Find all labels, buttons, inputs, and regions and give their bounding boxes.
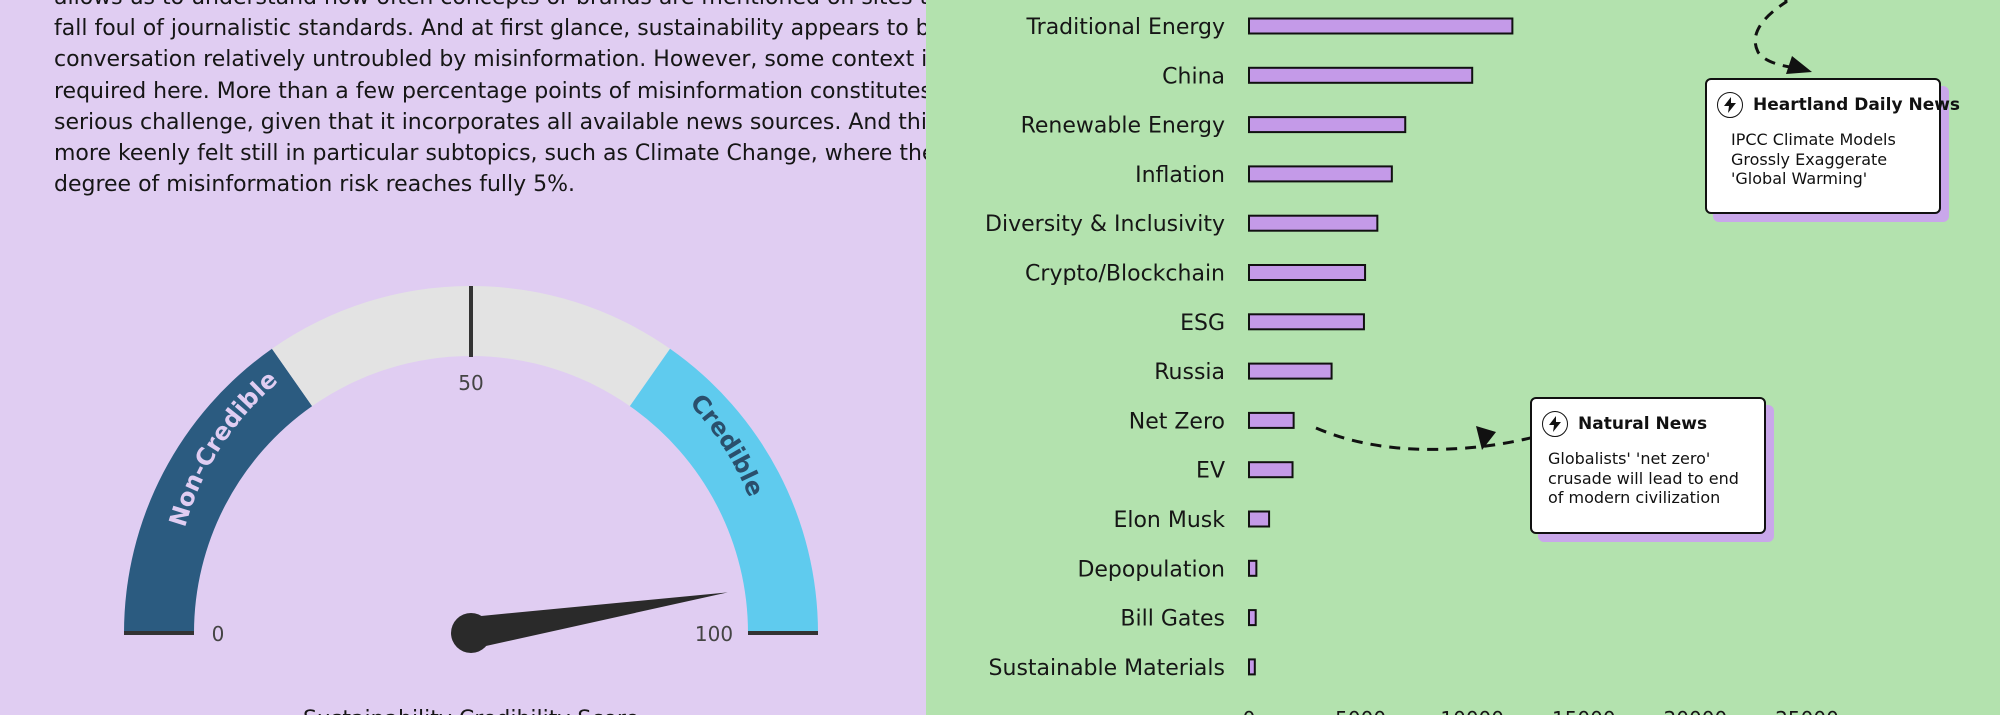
- bar: [1248, 362, 1333, 380]
- callout-natural-news: Natural News Globalists' 'net zero' crus…: [1530, 397, 1766, 534]
- bar-layer: Traditional Energy China Renewable Energy I…: [985, 15, 1839, 715]
- bar-category-label: Inflation: [1135, 163, 1225, 188]
- x-tick-label: 10000: [1440, 707, 1504, 715]
- gauge-mid-label: 50: [458, 371, 483, 395]
- bar: [1248, 214, 1379, 232]
- gauge-needle-hub: [451, 613, 491, 653]
- intro-line: degree of misinformation risk reaches fu…: [54, 172, 576, 198]
- bar: [1248, 264, 1367, 281]
- bar: [1248, 165, 1393, 183]
- bar-category-label: ESG: [1180, 311, 1225, 336]
- bar-category-label: China: [1162, 64, 1225, 89]
- bar: [1248, 658, 1256, 676]
- bar-category-label: Sustainable Materials: [989, 656, 1225, 681]
- callout-headline: Globalists' 'net zero' crusade will lead…: [1548, 449, 1739, 507]
- callout-arrows: [1315, 0, 1812, 451]
- x-tick-label: 20000: [1664, 707, 1728, 715]
- topic-bar-chart: Traditional Energy China Renewable Energy I…: [985, 0, 1839, 715]
- bar: [1248, 510, 1271, 528]
- intro-line: required here. More than a few percentag…: [54, 78, 926, 104]
- bar: [1248, 313, 1365, 331]
- intro-line: more keenly felt still in particular sub…: [54, 141, 926, 167]
- intro-paragraph: allows us to understand how often concep…: [54, 0, 926, 200]
- bar-category-label: Bill Gates: [1120, 607, 1225, 632]
- x-tick-label: 5000: [1335, 707, 1386, 715]
- bar: [1248, 116, 1407, 134]
- callout-source: Heartland Daily News: [1753, 95, 1961, 115]
- bar-category-label: Net Zero: [1129, 409, 1225, 434]
- gauge-title: Sustainability Credibility Score: [303, 707, 639, 715]
- gauge-band-high: [629, 348, 818, 633]
- intro-line: allows us to understand how often concep…: [54, 0, 926, 13]
- lightning-bolt-icon: [1542, 411, 1568, 437]
- callout-header: Heartland Daily News: [1717, 92, 1960, 118]
- bar-category-label: Diversity & Inclusivity: [985, 212, 1225, 237]
- callout-heartland: Heartland Daily News IPCC Climate Models…: [1705, 78, 1960, 214]
- intro-line: conversation relatively untroubled by mi…: [54, 47, 926, 73]
- callout-headline: IPCC Climate Models Grossly Exaggerate '…: [1731, 130, 1896, 188]
- credibility-gauge: Non-Credible Credible 50 0 100 Sustainab…: [124, 285, 818, 715]
- bar: [1248, 411, 1295, 429]
- x-tick-label: 0: [1243, 707, 1256, 715]
- bar: [1248, 461, 1294, 479]
- intro-line: serious challenge, given that it incorpo…: [54, 109, 926, 135]
- callout-header: Natural News: [1542, 411, 1754, 437]
- bar: [1248, 66, 1474, 84]
- bar-category-label: Renewable Energy: [1021, 114, 1225, 139]
- bar-category-label: Russia: [1154, 360, 1225, 385]
- lightning-bolt-icon: [1717, 92, 1743, 118]
- arrow-head-heartland: [1786, 56, 1812, 74]
- arrow-netzero: [1315, 426, 1539, 451]
- bar-category-label: Traditional Energy: [1025, 15, 1225, 40]
- bar: [1248, 17, 1514, 35]
- arrow-heartland: [1753, 0, 1797, 70]
- gauge-min-label: 0: [212, 622, 225, 646]
- left-panel: allows us to understand how often concep…: [0, 0, 926, 715]
- bar-category-label: Depopulation: [1077, 557, 1225, 582]
- x-tick-label: 15000: [1552, 707, 1616, 715]
- gauge-max-label: 100: [695, 622, 733, 646]
- x-tick-label: 25000: [1775, 707, 1839, 715]
- arrow-head-netzero: [1476, 426, 1496, 450]
- gauge-needle: [468, 592, 728, 649]
- bar-category-label: EV: [1196, 459, 1225, 484]
- callout-source: Natural News: [1578, 414, 1708, 434]
- bar-category-label: Elon Musk: [1113, 508, 1225, 533]
- bar-category-label: Crypto/Blockchain: [1025, 262, 1225, 287]
- gauge-band-low: [124, 348, 313, 633]
- right-panel: Traditional Energy China Renewable Energy I…: [926, 0, 2000, 715]
- bar: [1248, 559, 1258, 577]
- bar: [1248, 609, 1257, 627]
- intro-line: fall foul of journalistic standards. And…: [54, 16, 926, 42]
